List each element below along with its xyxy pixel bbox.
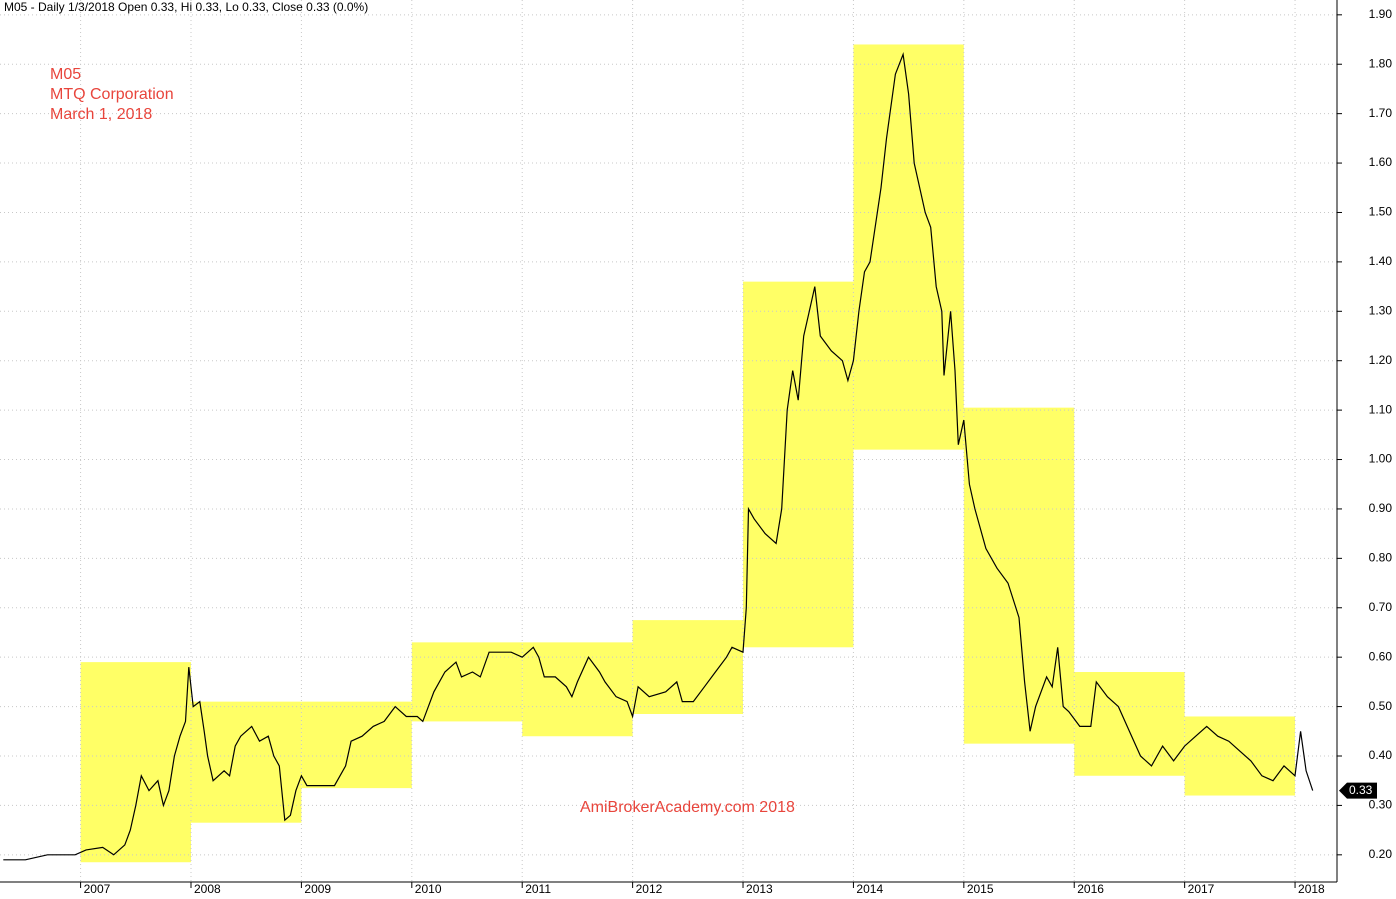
y-tick-label: 1.30 <box>1369 303 1393 317</box>
last-price-label: 0.33 <box>1349 783 1373 797</box>
y-tick-label: 1.50 <box>1369 205 1393 219</box>
year-range-box <box>191 701 302 823</box>
y-tick-label: 0.60 <box>1369 649 1393 663</box>
y-tick-label: 0.20 <box>1369 847 1393 861</box>
x-tick-label: 2007 <box>84 882 111 896</box>
y-tick-label: 1.90 <box>1369 7 1393 21</box>
x-tick-label: 2018 <box>1298 882 1325 896</box>
y-tick-label: 1.60 <box>1369 155 1393 169</box>
x-tick-label: 2012 <box>636 882 663 896</box>
company: MTQ Corporation <box>50 86 174 103</box>
year-range-box <box>1074 672 1185 776</box>
y-tick-label: 1.00 <box>1369 452 1393 466</box>
y-tick-label: 1.40 <box>1369 254 1393 268</box>
y-tick-label: 0.90 <box>1369 501 1393 515</box>
x-tick-label: 2008 <box>194 882 221 896</box>
year-range-box <box>853 44 964 450</box>
year-range-box <box>522 642 633 737</box>
x-tick-label: 2011 <box>525 882 551 896</box>
x-tick-label: 2014 <box>856 882 883 896</box>
x-tick-label: 2017 <box>1188 882 1215 896</box>
y-tick-label: 1.70 <box>1369 106 1393 120</box>
x-tick-label: 2015 <box>967 882 994 896</box>
y-tick-label: 0.40 <box>1369 748 1393 762</box>
last-price-marker <box>1339 782 1377 799</box>
y-tick-label: 0.30 <box>1369 798 1393 812</box>
year-range-box <box>743 281 854 648</box>
x-tick-label: 2009 <box>304 882 331 896</box>
x-tick-label: 2010 <box>415 882 442 896</box>
x-tick-label: 2013 <box>746 882 773 896</box>
y-tick-label: 1.80 <box>1369 56 1393 70</box>
price-line <box>3 52 1314 861</box>
year-range-box <box>411 642 523 722</box>
y-tick-label: 0.80 <box>1369 551 1393 565</box>
year-range-box <box>963 407 1075 744</box>
year-range-box <box>1184 716 1296 796</box>
y-tick-label: 1.20 <box>1369 353 1393 367</box>
y-tick-label: 0.70 <box>1369 600 1393 614</box>
year-range-box <box>80 662 191 863</box>
plot-background <box>0 0 1337 882</box>
chart-header: M05 - Daily 1/3/2018 Open 0.33, Hi 0.33,… <box>4 0 368 14</box>
y-tick-label: 0.50 <box>1369 699 1393 713</box>
chart-date: March 1, 2018 <box>50 106 152 123</box>
watermark: AmiBrokerAcademy.com 2018 <box>580 799 795 816</box>
ticker: M05 <box>50 66 81 83</box>
y-tick-label: 1.10 <box>1369 402 1393 416</box>
year-range-box <box>632 620 744 714</box>
year-range-box <box>301 701 412 789</box>
x-tick-label: 2016 <box>1077 882 1104 896</box>
